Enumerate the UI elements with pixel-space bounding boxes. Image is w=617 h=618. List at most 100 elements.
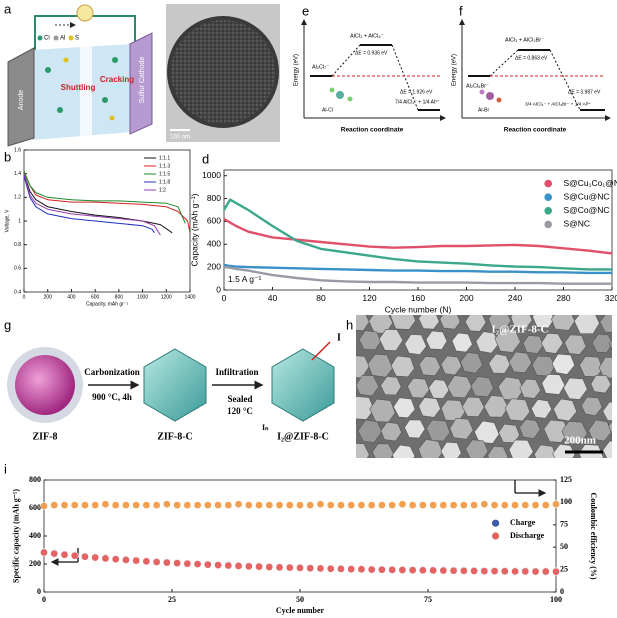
particle [519,418,541,439]
scale-label: 200nm [564,435,596,447]
data-point [244,562,253,571]
particle [446,375,473,399]
data-point [531,567,540,576]
particle [404,334,427,356]
particle [451,332,473,353]
x-tick-label: 25 [168,595,176,604]
data-point [163,500,171,509]
particle [602,401,612,421]
stage-label: ZIF-8 [33,431,58,442]
particle [599,315,612,333]
particle [508,351,532,374]
series-line [23,175,155,234]
zif8-sphere [15,355,75,415]
particle [475,331,500,354]
particle [541,373,566,395]
data-point [183,559,192,568]
scale-label: 100 nm [170,135,190,141]
chart: 0 40 80 120 160 200 240 280 320 0 200 400 600 800 1000… [189,169,617,315]
data-point [193,560,202,568]
ion [57,107,63,113]
panel-label: e [302,3,309,18]
x-tick-label: 40 [268,293,278,303]
data-point [480,500,489,509]
y-tick-label: 0.8 [14,242,21,248]
particle [504,398,531,422]
y2-tick-label: 50 [560,542,568,551]
x-axis-label: Cycle number [276,606,325,615]
y2-tick-label: 0 [560,587,564,596]
x-tick-label: 0 [42,595,46,604]
x-tick-label: 160 [411,293,425,303]
data-point [459,501,468,509]
particle [440,355,463,376]
data-point [449,566,458,575]
state-label: Al₂Cl₇⁻ [312,64,329,70]
data-point [357,565,366,574]
data-point [408,501,417,509]
data-point [470,501,478,509]
data-point [101,554,110,563]
data-point [388,566,397,574]
anode [7,47,35,147]
y-label: Energy (eV) [452,54,458,86]
data-point [347,565,356,574]
particle [519,378,542,399]
y-tick-label: 0.4 [14,289,21,295]
chart: 0 200 400 600 800 1000 1200 1400 0.4 0.6 0.8 1 1.2 1.… [4,147,195,307]
data-point [234,500,243,509]
molecule [329,87,335,93]
legend-label: 1:1.8 [159,179,170,185]
data-point [244,501,253,509]
particle [552,443,576,458]
x-tick-label: 200 [459,293,473,303]
data-point [552,567,560,576]
data-point [152,558,161,566]
particle [380,375,402,396]
ion-label: S [75,36,79,42]
data-point [163,558,171,567]
data-point [490,501,499,509]
data-point [296,564,304,572]
particle [591,333,612,354]
data-point [255,562,263,571]
data-point [183,501,192,509]
data-point [531,501,540,509]
particle [369,398,396,423]
data-point [132,501,141,509]
y2-tick-label: 100 [560,497,572,506]
particle [356,374,380,397]
y-tick-label: 400 [29,531,41,540]
data-point [500,501,509,509]
y-tick-label: 800 [29,475,41,484]
panel-c: c 100 nm [166,3,280,142]
data-point [285,563,294,572]
particle [449,417,474,440]
particle [550,315,576,331]
data-point [275,563,284,572]
x-axis-label: Capacity, mAh gr⁻¹ [86,301,129,307]
particle [598,356,612,379]
legend-label: S@NC [564,219,591,229]
iodine-chain [311,341,331,361]
state-label: 3/4 AlCl₄⁻ + AlCl₃Br⁻ + 1/4 Al³⁺ [525,101,591,107]
series-line [23,171,191,233]
y2-tick-label: 125 [560,475,572,484]
data-point [470,567,478,575]
x-tick-label: 1200 [161,294,172,300]
series-line [222,198,612,271]
arrows-i [50,480,547,566]
x-tick-label: 400 [67,294,76,300]
particle [543,419,569,443]
data-point [40,502,48,510]
particle [428,379,450,399]
data-point [91,501,100,509]
y2-axis-label: Coulombic efficiency (%) [589,492,598,579]
x-tick-label: 0 [23,294,26,300]
ions [45,57,118,121]
particle [464,315,487,332]
particle [404,419,426,439]
energy-label: ΔE = 0.936 eV [355,50,388,56]
particle [608,421,612,435]
